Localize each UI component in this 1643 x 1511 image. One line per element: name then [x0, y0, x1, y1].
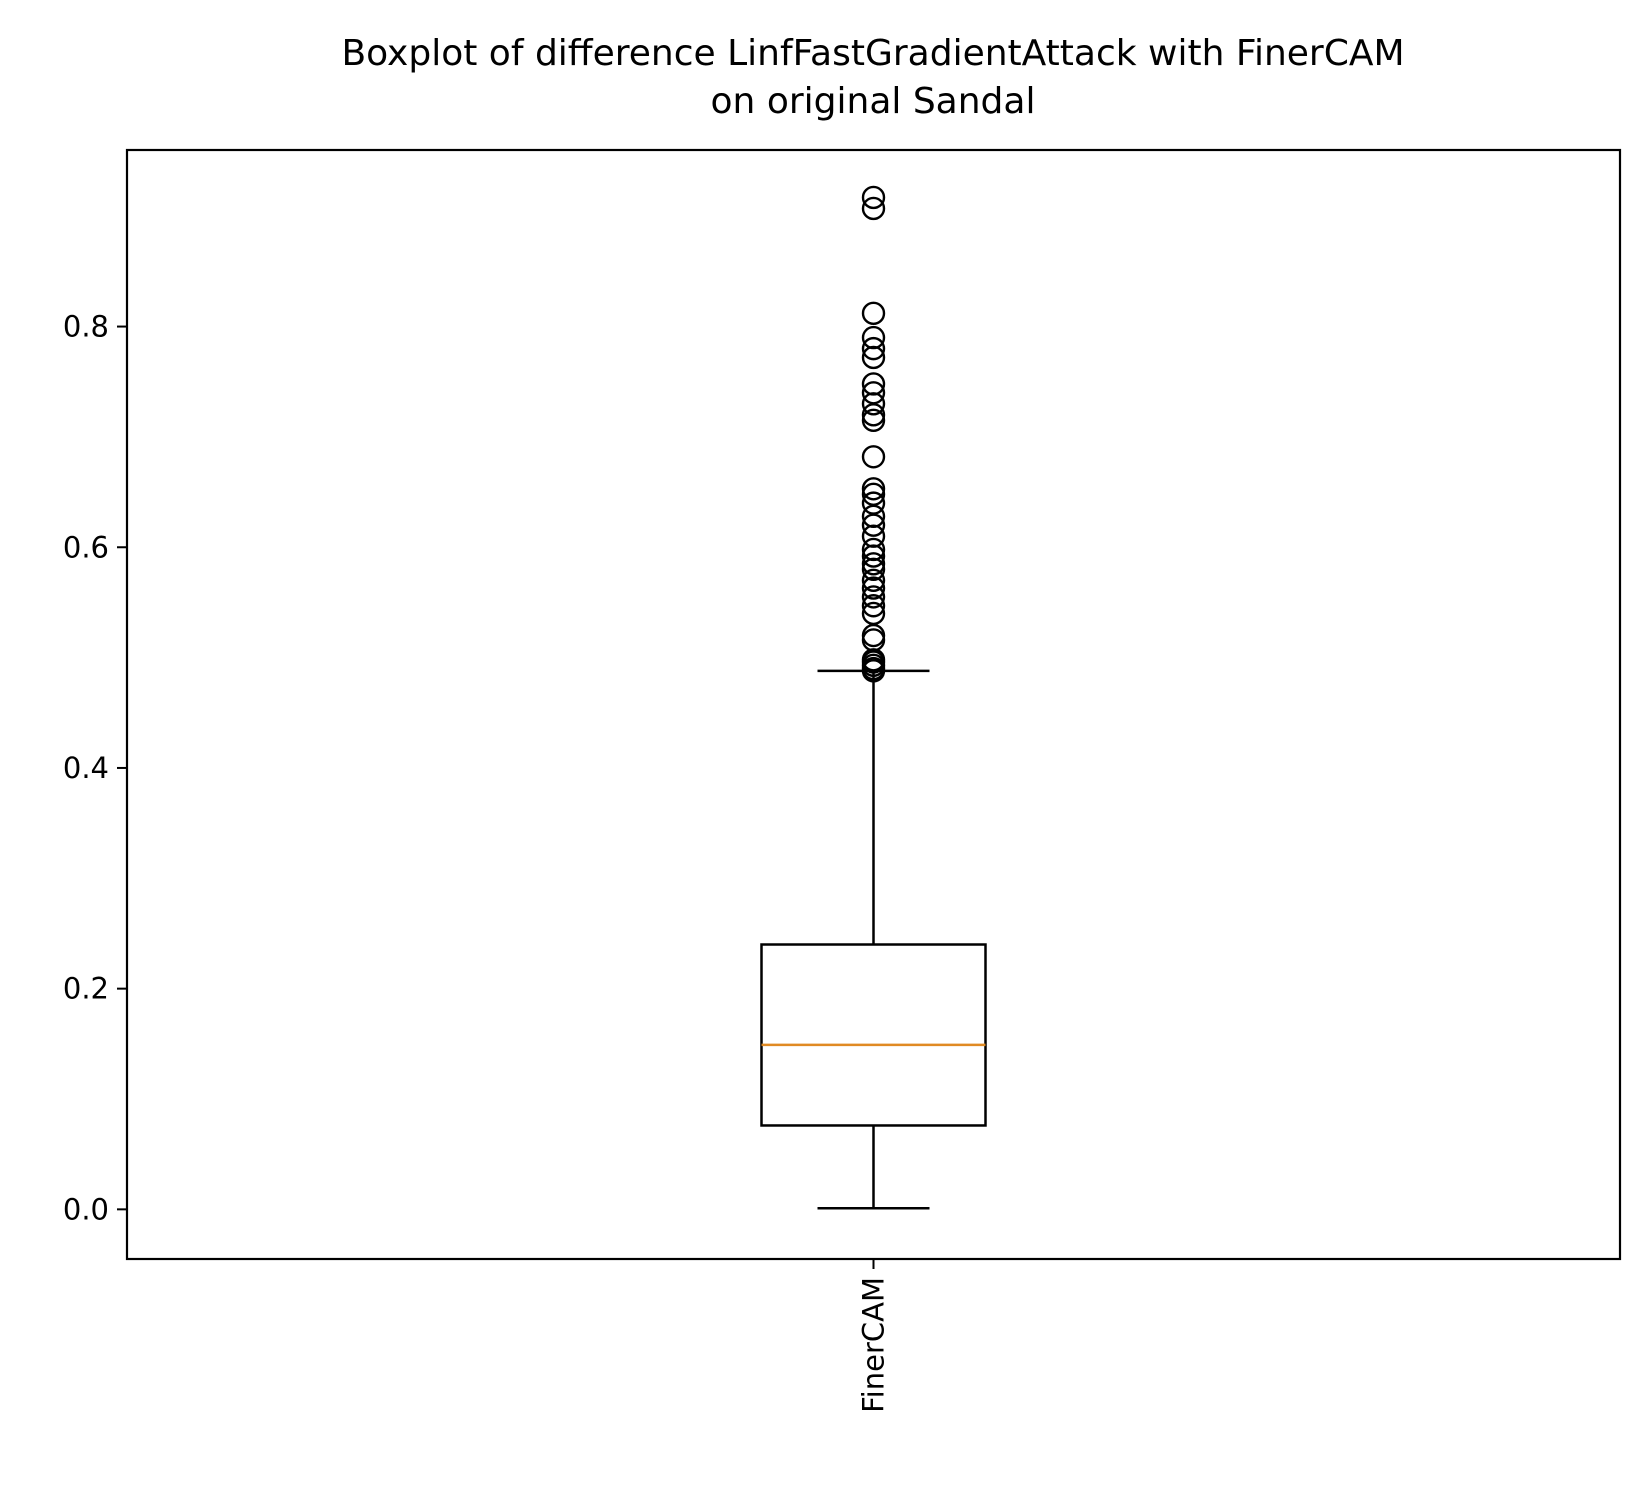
outlier-point — [861, 552, 886, 576]
x-axis: FinerCAM — [857, 1259, 891, 1413]
box-iqr — [760, 943, 987, 1127]
outlier-point — [861, 594, 886, 618]
outlier-point — [861, 325, 886, 350]
outlier-point — [861, 576, 886, 600]
outlier-point — [861, 301, 886, 326]
y-tick-label: 0.8 — [63, 310, 109, 344]
y-tick-label: 0.2 — [63, 972, 109, 1006]
outlier-point — [861, 482, 886, 506]
outlier-point — [861, 408, 886, 433]
y-tick-label: 0.6 — [63, 530, 109, 564]
chart-title-line-2: on original Sandal — [711, 81, 1036, 122]
outlier-point — [861, 601, 886, 626]
outlier-point — [861, 623, 886, 648]
outlier-point — [861, 477, 886, 501]
chart-title-line-1: Boxplot of difference LinfFastGradientAt… — [341, 33, 1404, 74]
y-axis: 0.0 0.2 0.4 0.6 0.8 — [63, 310, 127, 1226]
y-tick-label: 0.0 — [63, 1192, 109, 1226]
outlier-point — [861, 196, 886, 221]
outlier-point — [861, 537, 886, 562]
outlier-point — [861, 445, 886, 469]
plot-frame — [125, 148, 1622, 1261]
outlier-point — [861, 336, 886, 361]
outlier-point — [861, 585, 886, 609]
outlier-point — [861, 185, 886, 210]
y-tick-label: 0.4 — [63, 751, 109, 785]
outlier-point — [861, 568, 886, 593]
outlier-point — [861, 372, 886, 396]
outlier-point — [861, 628, 886, 652]
plot-area — [760, 185, 987, 1210]
outlier-point — [861, 381, 886, 405]
outlier-point — [861, 491, 886, 515]
x-tick-label: FinerCAM — [857, 1277, 891, 1413]
